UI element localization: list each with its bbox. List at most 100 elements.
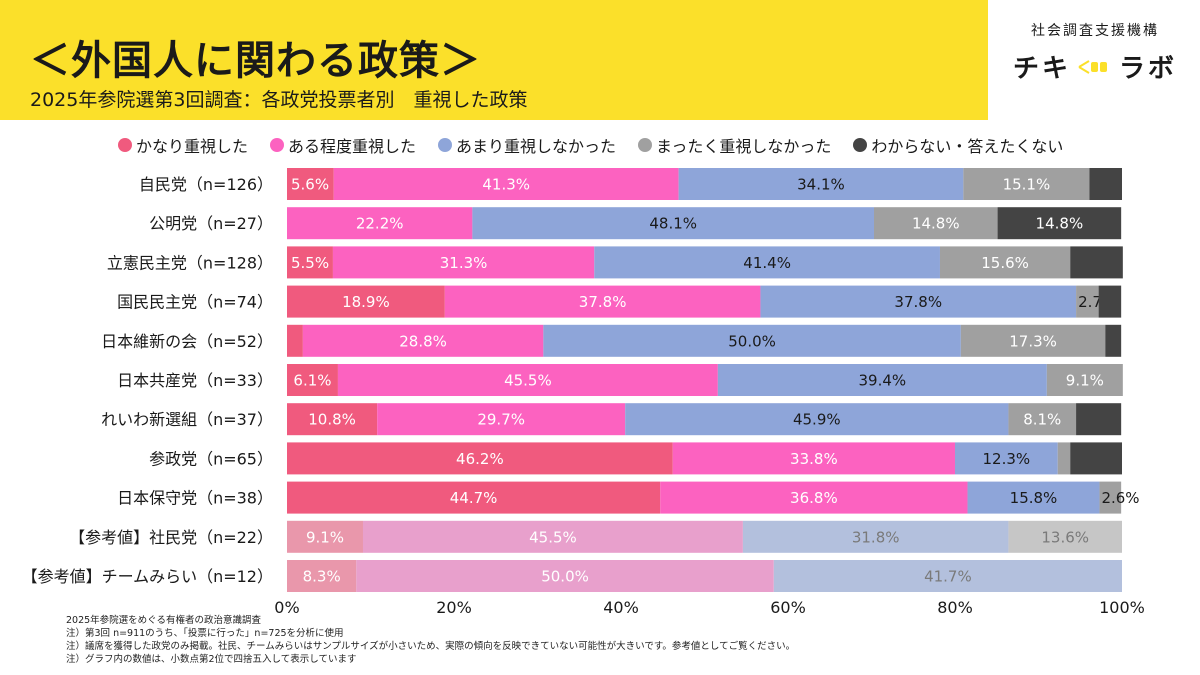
x-tick-label: 20% (436, 598, 472, 617)
bar-segment (1099, 481, 1122, 514)
bar-segment (543, 324, 961, 357)
bar-value-label: 31.3% (440, 254, 488, 272)
bar-segment (1057, 442, 1071, 475)
x-tick-label: 40% (603, 598, 639, 617)
bar-value-label: 12.3% (983, 450, 1031, 468)
bar-value-label: 41.4% (743, 254, 791, 272)
bar-segment (1076, 285, 1099, 318)
bar-value-label: 15.1% (1003, 176, 1051, 194)
bar-segment (773, 560, 1122, 592)
page-subtitle: 2025年参院選第3回調査：各政党投票者別 重視した政策 (30, 89, 528, 111)
brand-logo: チキ ラボ (1010, 48, 1180, 85)
bar-segment (1076, 403, 1122, 436)
party-label: 【参考値】チームみらい（n=12） (22, 567, 273, 586)
party-label: 立憲民主党（n=128） (107, 253, 273, 272)
bar-value-label: 22.2% (356, 215, 404, 233)
bar-value-label: 48.1% (649, 215, 697, 233)
bar-value-label: 45.5% (504, 372, 552, 390)
bar-segment (874, 207, 998, 240)
bar-segment (672, 442, 955, 475)
party-label: 公明党（n=27） (149, 214, 273, 233)
legend-label: ある程度重視した (288, 137, 417, 156)
bar-value-label: 6.1% (293, 372, 331, 390)
bar-value-label: 31.8% (852, 528, 900, 546)
brand-logo-block: 社会調査支援機構 チキ ラボ (1010, 20, 1180, 85)
bar-segment (1046, 364, 1123, 396)
bar-segment (287, 442, 673, 475)
legend-dot-icon (438, 138, 453, 152)
legend-label: かなり重視した (136, 137, 249, 156)
bar-segment (377, 403, 626, 436)
bar-segment (1070, 246, 1123, 279)
bar-value-label: 9.1% (1066, 372, 1104, 390)
bar-value-label: 50.0% (728, 332, 776, 350)
bar-segment (287, 560, 357, 592)
bar-segment (997, 207, 1122, 240)
bar-segment (333, 168, 679, 200)
bar-segment (287, 364, 338, 396)
bar-value-label: 28.8% (399, 332, 447, 350)
bar-segment (356, 560, 774, 592)
bar-segment (678, 168, 964, 200)
bar-value-label: 41.3% (482, 176, 530, 194)
legend-dot-icon (270, 138, 285, 152)
bar-segment (287, 168, 334, 200)
bar-value-label: 50.0% (541, 568, 589, 586)
bar-value-label: 33.8% (790, 450, 838, 468)
bar-value-label: 18.9% (342, 293, 390, 311)
x-tick-label: 60% (770, 598, 806, 617)
party-label: 日本共産党（n=33） (117, 371, 273, 390)
bar-segment (1098, 285, 1122, 318)
party-label: 日本保守党（n=38） (117, 489, 273, 508)
bar-segment (332, 246, 595, 279)
brand-org-name: 社会調査支援機構 (1031, 23, 1159, 39)
legend-dot-icon (853, 138, 868, 152)
bar-value-label: 17.3% (1009, 332, 1057, 350)
megaphone-icon (1078, 59, 1107, 74)
bar-segment (287, 324, 303, 357)
legend-item: あまり重視しなかった (438, 133, 616, 157)
bar-value-label: 37.8% (579, 293, 627, 311)
bar-segment (955, 442, 1058, 475)
bar-value-label: 5.5% (291, 254, 329, 272)
bar-value-label: 45.5% (529, 528, 577, 546)
bar-segment (717, 364, 1047, 396)
bar-segment (362, 520, 743, 553)
bar-segment (963, 168, 1090, 200)
bar-segment (287, 207, 473, 240)
bar-value-label: 36.8% (790, 489, 838, 507)
bar-segment (287, 403, 378, 436)
x-tick-label: 0% (274, 598, 299, 617)
footnotes: 2025年参院選をめぐる有権者の政治意識調査 注）第3回 n=911のうち、「投… (66, 614, 795, 666)
bar-segment (302, 324, 544, 357)
bar-value-label: 10.8% (308, 411, 356, 429)
bar-segment (287, 285, 445, 318)
header-band (0, 0, 988, 120)
party-label: 日本維新の会（n=52） (101, 332, 273, 351)
legend-item: わからない・答えたくない (853, 133, 1063, 157)
bar-value-label: 15.8% (1010, 489, 1058, 507)
bar-value-label: 41.7% (924, 568, 972, 586)
footnote-rounding: 注）グラフ内の数値は、小数点第2位で四捨五入して表示しています (66, 654, 357, 665)
bar-segment (444, 285, 761, 318)
bar-value-label: 44.7% (450, 489, 498, 507)
bar-segment (967, 481, 1100, 514)
bar-segment (960, 324, 1106, 357)
legend-label: わからない・答えたくない (871, 137, 1064, 156)
page-title: ＜外国人に関わる政策＞ (30, 38, 481, 84)
legend-item: まったく重視しなかった (638, 133, 831, 157)
bar-segment (594, 246, 940, 279)
bar-segment (660, 481, 968, 514)
bar-segment (472, 207, 875, 240)
bar-segment (337, 364, 718, 396)
bar-segment (1105, 324, 1122, 357)
legend-dot-icon (118, 138, 132, 152)
bar-segment (1089, 168, 1122, 200)
footnote-source: 2025年参院選をめぐる有権者の政治意識調査 (66, 615, 261, 626)
legend-label: まったく重視しなかった (656, 137, 832, 156)
party-label: 【参考値】社民党（n=22） (69, 528, 273, 547)
bar-segment (287, 481, 661, 514)
bar-segment (287, 246, 333, 279)
bar-segment (1070, 442, 1122, 475)
bar-segment (287, 520, 363, 553)
